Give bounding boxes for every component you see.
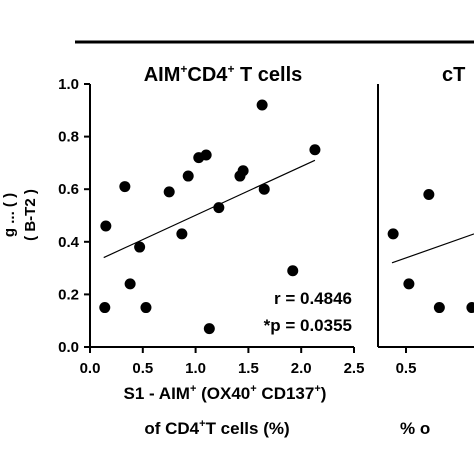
y-axis-label-fragment-2: g ... ( ) <box>1 193 18 237</box>
chart-1-data-point <box>182 170 194 182</box>
chart-1-data-point <box>213 202 225 214</box>
chart-1-annotation-r: r = 0.4846 <box>274 289 352 308</box>
chart-1-y-tick-label: 0.4 <box>58 234 80 251</box>
chart-2-x-axis-label-fragment: % o <box>400 419 430 438</box>
chart-1-axes <box>89 84 354 348</box>
chart-1-data-point <box>140 302 152 314</box>
chart-2-title-fragment: cT <box>442 64 465 86</box>
chart-1-y-tick-label: 0.8 <box>58 129 79 146</box>
chart-1-x-tick-label: 0.5 <box>132 360 153 377</box>
chart-1-data-point <box>99 302 111 314</box>
chart-1-data-point <box>134 241 146 253</box>
chart-1-data-point <box>237 165 249 177</box>
chart-1-x-tick-label: 2.5 <box>344 360 365 377</box>
chart-1-y-tick-label: 0.0 <box>58 339 79 356</box>
chart-1-x-tick-label: 0.0 <box>80 360 101 377</box>
chart-2-points <box>387 188 474 314</box>
y-axis-label-fragment-1: ( B-T2 ) <box>22 189 39 241</box>
chart-1-x-tick-label: 1.0 <box>185 360 206 377</box>
chart-1-title: AIM+CD4+ T cells <box>144 62 303 86</box>
chart-1-data-point <box>256 99 268 111</box>
chart-1-annotation-p: *p = 0.0355 <box>264 316 352 335</box>
chart-2-data-point <box>423 188 435 200</box>
chart-2-data-point <box>466 302 474 314</box>
chart-1-data-point <box>176 228 188 240</box>
chart-1-data-point <box>200 149 212 161</box>
chart-1-points <box>99 99 321 335</box>
chart-1-x-axis-label-line-2: of CD4+T cells (%) <box>144 418 289 438</box>
chart-2-data-point <box>433 302 445 314</box>
chart-1-x-tick-label: 2.0 <box>291 360 312 377</box>
chart-1-data-point <box>119 181 131 193</box>
chart-1-y-tick-label: 0.2 <box>58 286 79 303</box>
chart-1-y-tick-label: 0.6 <box>58 181 79 198</box>
chart-1-data-point <box>287 265 299 277</box>
chart-1-data-point <box>309 144 321 156</box>
chart-2-regression <box>391 233 474 264</box>
chart-1-data-point <box>124 278 136 290</box>
chart-1-ticks: 0.0 0.5 1.0 1.5 2.0 2.5 0.0 0.2 0.4 0.6 0.8 1.0 <box>58 76 364 377</box>
chart-1-data-point <box>203 323 215 335</box>
chart-1-regression <box>103 159 316 259</box>
chart-1-regression-line <box>103 159 316 259</box>
chart-1-x-tick-label: 1.5 <box>238 360 259 377</box>
chart-1-x-axis-label-line-1: S1 - AIM+ (OX40+ CD137+) <box>124 383 327 403</box>
chart-2-data-point <box>403 278 415 290</box>
chart-1-y-tick-label: 1.0 <box>58 76 79 93</box>
chart-1-data-point <box>163 186 175 198</box>
chart-2-data-point <box>387 228 399 240</box>
chart-2-regression-line <box>391 233 474 264</box>
chart-2-x-tick-label: 0.5 <box>396 360 417 377</box>
chart-1-data-point <box>100 220 112 232</box>
chart-1-data-point <box>258 183 270 195</box>
